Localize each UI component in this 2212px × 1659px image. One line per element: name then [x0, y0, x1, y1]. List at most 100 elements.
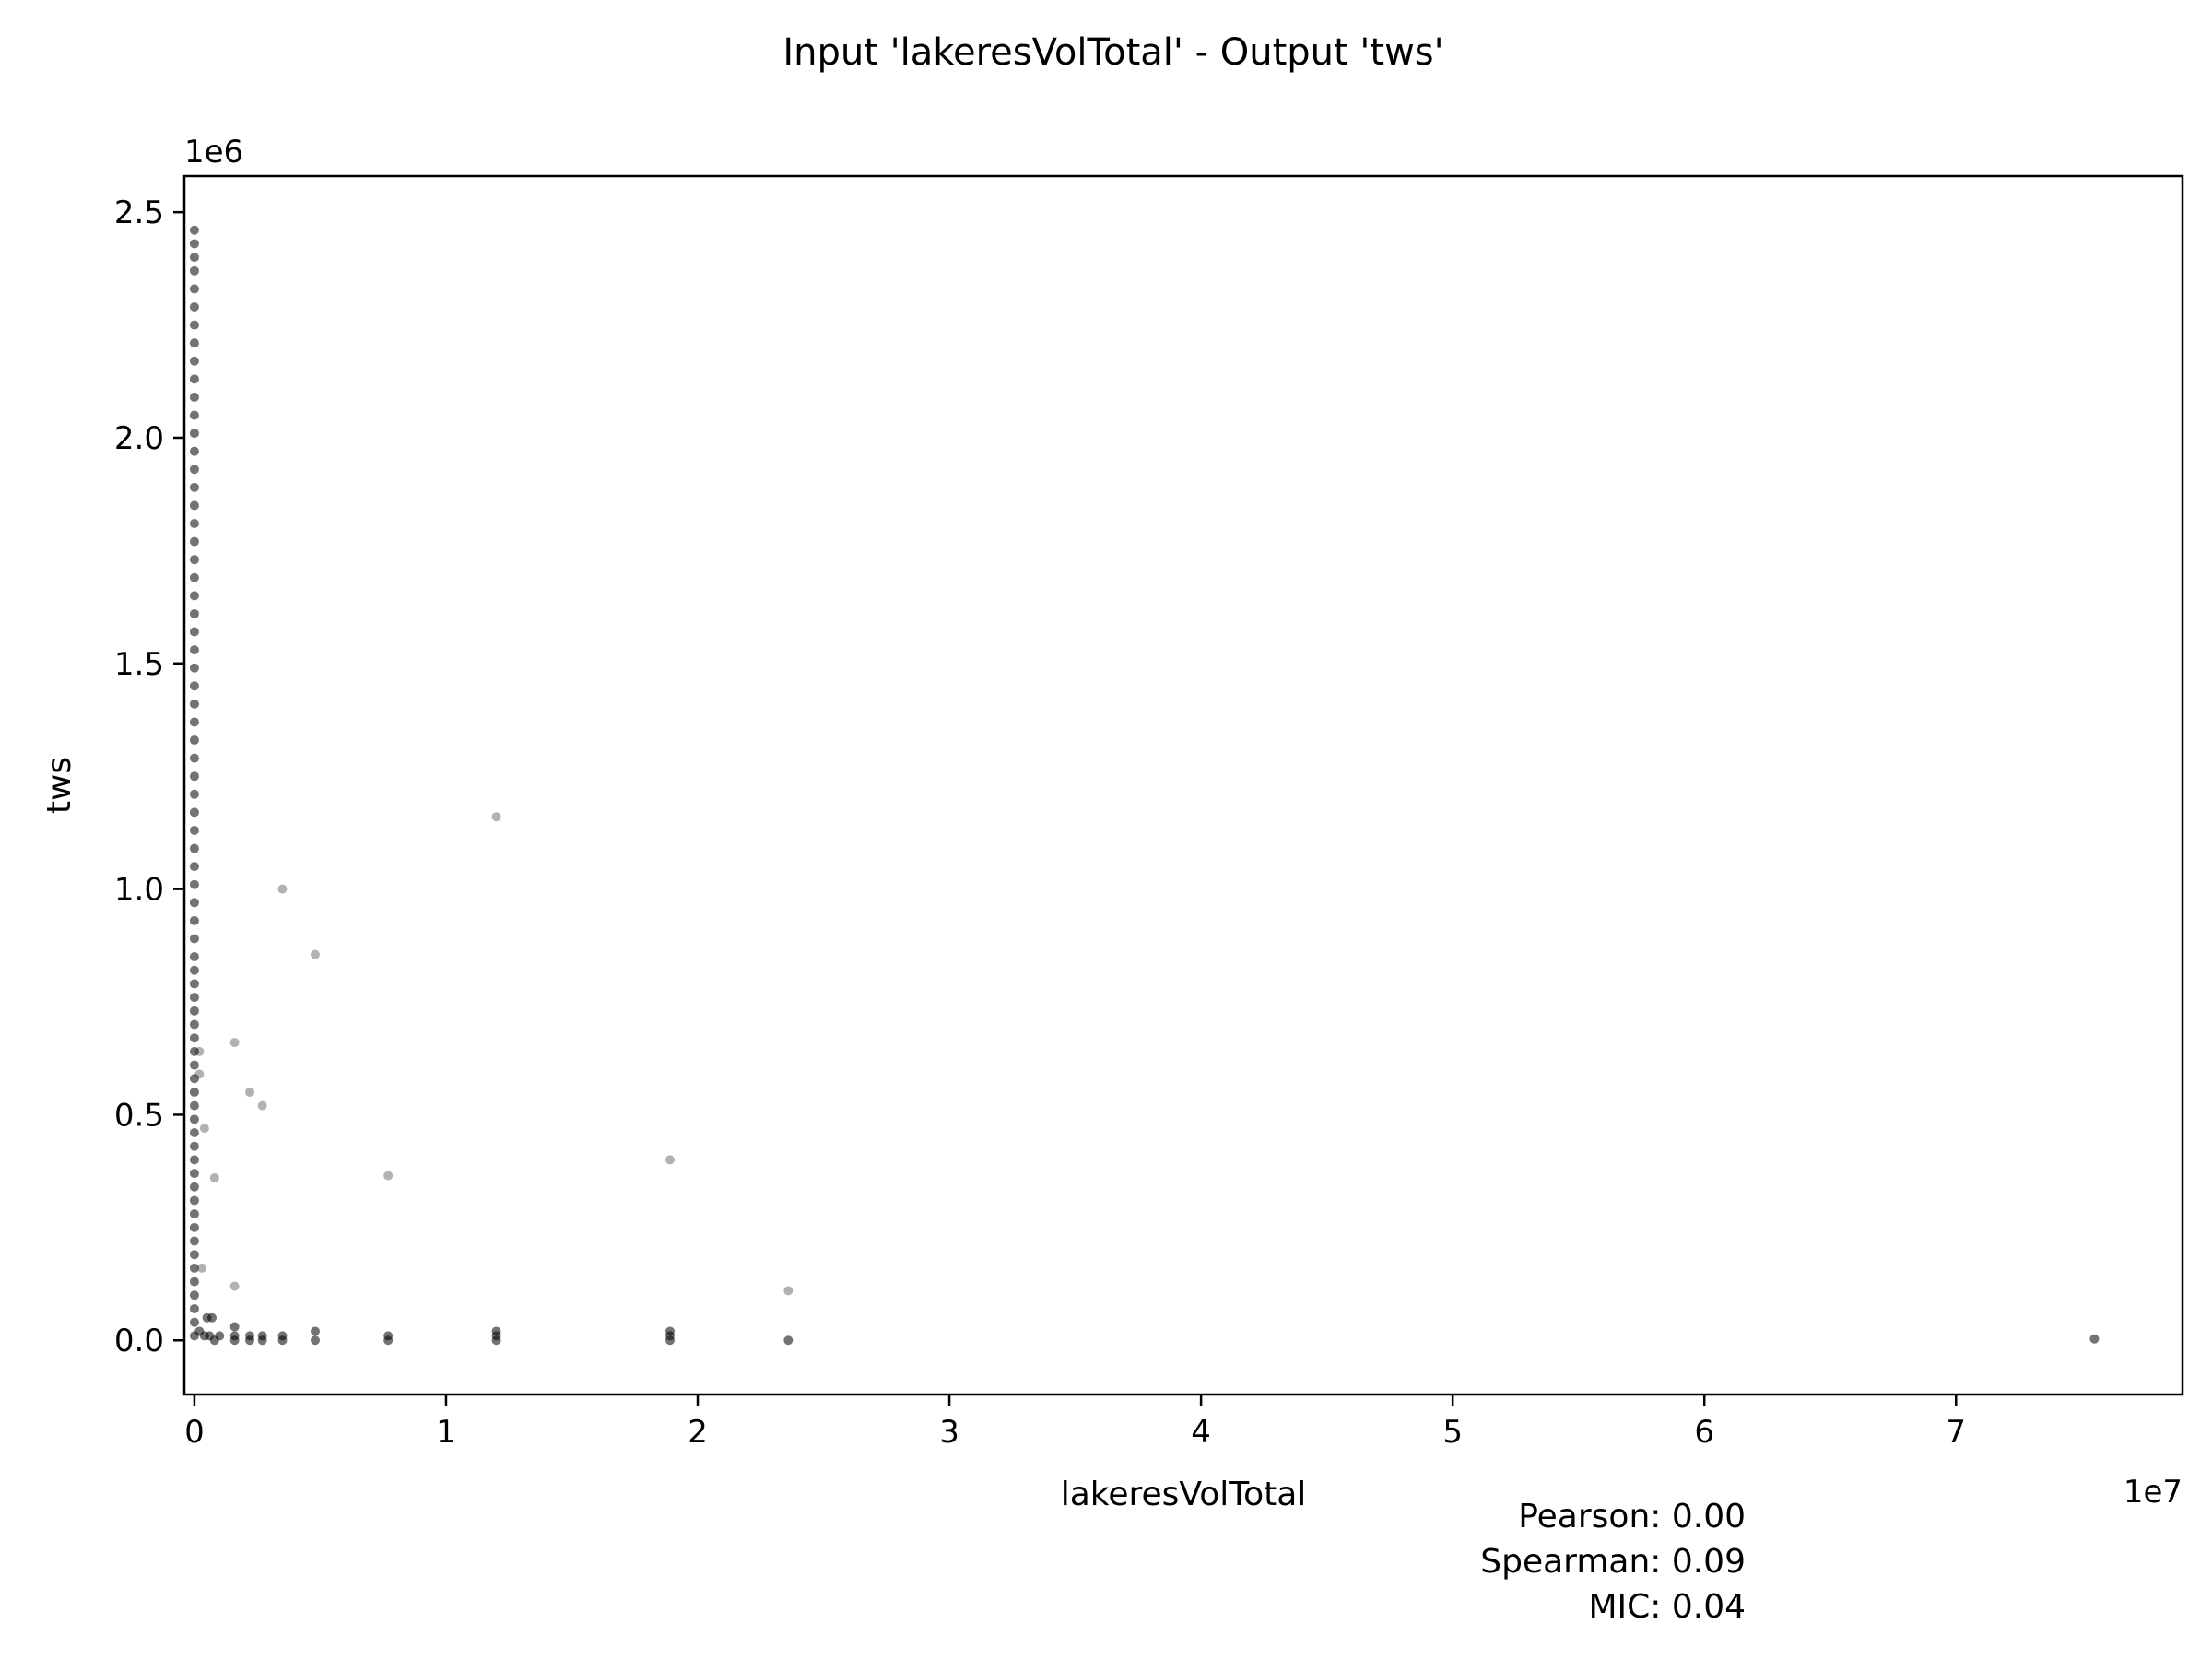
data-point — [189, 591, 199, 601]
data-point — [189, 1074, 199, 1084]
y-tick-label: 1.0 — [114, 872, 164, 909]
data-point — [189, 1169, 199, 1179]
data-point — [189, 239, 199, 249]
data-point — [199, 1124, 209, 1134]
data-point — [189, 1317, 199, 1327]
x-axis-offset-text: 1e7 — [2124, 1474, 2183, 1511]
y-tick-label: 2.5 — [114, 194, 164, 231]
data-point — [189, 320, 199, 330]
chart-title: Input 'lakeresVolTotal' - Output 'tws' — [782, 31, 1443, 74]
data-point — [189, 1303, 199, 1313]
x-tick-label: 5 — [1442, 1414, 1463, 1451]
y-axis-ticks: 0.0 0.5 1.0 1.5 2.0 2.5 — [114, 194, 184, 1359]
data-point — [257, 1335, 267, 1346]
spearman-stat: Spearman: 0.09 — [1480, 1543, 1746, 1581]
data-point — [189, 1222, 199, 1232]
y-axis-offset-text: 1e6 — [184, 134, 243, 171]
data-point — [189, 374, 199, 384]
data-point — [189, 1277, 199, 1287]
data-point — [189, 1033, 199, 1043]
data-point — [189, 735, 199, 746]
data-point — [189, 265, 199, 276]
data-point — [189, 699, 199, 709]
data-point — [209, 1172, 219, 1182]
data-point — [189, 1250, 199, 1260]
data-point — [229, 1335, 240, 1346]
data-point — [189, 1290, 199, 1300]
data-point — [189, 1114, 199, 1124]
data-point — [244, 1335, 254, 1346]
data-point — [189, 225, 199, 235]
data-point — [189, 1060, 199, 1070]
data-point — [207, 1312, 218, 1323]
data-point — [189, 862, 199, 872]
x-tick-label: 7 — [1946, 1414, 1966, 1451]
data-point — [189, 993, 199, 1003]
data-point — [189, 645, 199, 655]
data-point — [189, 1100, 199, 1111]
data-point — [189, 1046, 199, 1056]
data-point — [189, 301, 199, 312]
data-point — [783, 1286, 794, 1296]
pearson-stat: Pearson: 0.00 — [1518, 1498, 1746, 1535]
x-tick-label: 6 — [1694, 1414, 1714, 1451]
data-point — [189, 1236, 199, 1246]
data-point — [189, 429, 199, 439]
data-point — [189, 519, 199, 529]
data-point — [189, 608, 199, 618]
data-point — [189, 284, 199, 294]
data-points — [189, 225, 2100, 1346]
x-tick-label: 1 — [436, 1414, 456, 1451]
data-point — [189, 410, 199, 420]
data-point — [189, 1195, 199, 1206]
data-point — [189, 1263, 199, 1273]
data-point — [194, 1069, 205, 1079]
data-point — [229, 1322, 240, 1332]
y-tick-label: 0.0 — [114, 1323, 164, 1359]
data-point — [189, 1128, 199, 1138]
data-point — [189, 879, 199, 889]
data-point — [189, 627, 199, 637]
data-point — [189, 1006, 199, 1016]
x-tick-label: 2 — [688, 1414, 708, 1451]
data-point — [189, 1087, 199, 1097]
x-tick-label: 3 — [939, 1414, 959, 1451]
data-point — [189, 681, 199, 691]
data-point — [2089, 1334, 2100, 1344]
data-point — [189, 807, 199, 818]
data-point — [189, 965, 199, 975]
data-point — [257, 1100, 267, 1111]
data-point — [189, 979, 199, 989]
data-point — [189, 789, 199, 799]
data-point — [310, 1326, 320, 1336]
data-point — [189, 753, 199, 763]
data-point — [491, 812, 501, 822]
data-point — [189, 482, 199, 492]
x-tick-label: 0 — [184, 1414, 205, 1451]
data-point — [189, 465, 199, 475]
data-point — [189, 771, 199, 782]
mic-stat: MIC: 0.04 — [1588, 1588, 1746, 1626]
data-point — [189, 1019, 199, 1030]
data-point — [189, 717, 199, 727]
y-axis-label: tws — [41, 757, 78, 814]
data-point — [189, 338, 199, 348]
data-point — [189, 536, 199, 547]
data-point — [194, 1046, 205, 1056]
data-point — [189, 663, 199, 673]
data-point — [229, 1281, 240, 1291]
data-point — [189, 843, 199, 853]
data-point — [783, 1335, 794, 1346]
data-point — [189, 555, 199, 565]
x-axis-ticks: 0 1 2 3 4 5 6 7 — [184, 1394, 1966, 1451]
data-point — [189, 253, 199, 263]
data-point — [383, 1335, 394, 1346]
y-tick-label: 1.5 — [114, 646, 164, 683]
data-point — [189, 1141, 199, 1151]
data-point — [189, 392, 199, 402]
data-point — [665, 1335, 675, 1346]
data-point — [189, 1155, 199, 1165]
data-point — [215, 1331, 225, 1341]
y-tick-label: 2.0 — [114, 420, 164, 457]
